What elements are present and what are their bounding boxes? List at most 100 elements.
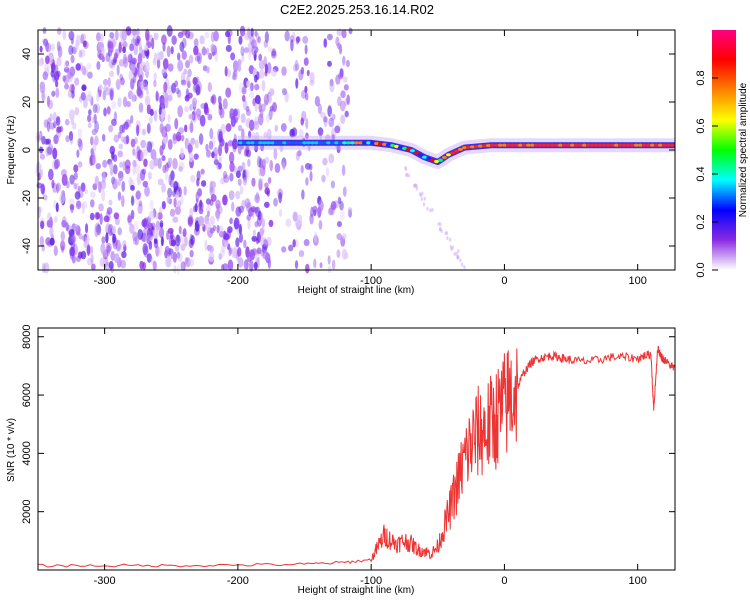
snr-ytick-label: 2000 xyxy=(21,499,33,523)
noise-dot xyxy=(110,55,114,64)
noise-dot xyxy=(180,134,185,142)
noise-dot xyxy=(90,263,96,271)
noise-dot xyxy=(327,255,331,265)
noise-dot xyxy=(72,122,77,130)
noise-dot xyxy=(153,72,157,80)
noise-dot xyxy=(208,251,215,262)
noise-dot xyxy=(98,84,103,91)
noise-dot xyxy=(237,58,242,66)
noise-dot xyxy=(295,36,301,43)
noise-dot xyxy=(91,151,96,160)
signal-band-cell xyxy=(509,143,515,147)
noise-dot xyxy=(263,131,268,139)
noise-dot xyxy=(340,90,346,99)
noise-dot xyxy=(251,235,258,242)
noise-dot xyxy=(207,82,212,93)
noise-dot xyxy=(164,162,170,172)
noise-dot xyxy=(128,176,133,187)
noise-dot xyxy=(254,83,260,91)
noise-dot xyxy=(219,107,225,119)
signal-band-cell xyxy=(605,143,611,147)
noise-dot xyxy=(71,235,77,243)
noise-dot xyxy=(155,245,160,257)
noise-dot xyxy=(101,171,106,184)
signal-band-cell xyxy=(669,143,675,147)
spec-xtick-label: -200 xyxy=(227,275,249,287)
noise-dot xyxy=(201,47,208,56)
noise-dot xyxy=(214,153,218,162)
noise-dot xyxy=(300,117,305,126)
signal-band-cell xyxy=(433,159,439,164)
noise-dot xyxy=(199,114,206,127)
signal-band-cell xyxy=(453,149,459,153)
noise-dot xyxy=(306,69,310,77)
noise-dot xyxy=(169,231,174,240)
noise-dot xyxy=(245,169,250,180)
noise-dot xyxy=(243,47,250,54)
noise-dot xyxy=(211,151,215,159)
noise-dot xyxy=(431,207,434,212)
noise-dot xyxy=(152,260,157,272)
noise-dot xyxy=(208,140,214,151)
noise-dot xyxy=(99,33,104,42)
spec-ytick-label: 0 xyxy=(21,147,33,153)
noise-dot xyxy=(44,55,50,65)
noise-dot xyxy=(463,265,466,270)
noise-dot xyxy=(240,46,245,56)
noise-dot xyxy=(122,240,127,248)
noise-dot xyxy=(162,136,168,144)
signal-band-cell xyxy=(497,143,503,147)
noise-dot xyxy=(130,184,135,191)
noise-dot xyxy=(231,201,235,212)
noise-dot xyxy=(216,224,220,234)
signal-band-cell xyxy=(597,143,603,147)
noise-dot xyxy=(94,175,100,186)
noise-dot xyxy=(109,145,116,155)
noise-dot xyxy=(188,123,194,131)
signal-band-cell xyxy=(290,141,296,145)
noise-dot xyxy=(161,183,166,193)
noise-dot xyxy=(252,68,257,76)
noise-dot xyxy=(113,134,120,143)
signal-band-cell xyxy=(310,141,316,145)
noise-dot xyxy=(146,141,153,153)
noise-dot xyxy=(423,196,426,201)
noise-dot xyxy=(207,113,213,121)
noise-dot xyxy=(118,59,125,67)
noise-dot xyxy=(143,82,148,91)
noise-dot xyxy=(326,33,333,41)
noise-dot xyxy=(103,215,110,223)
noise-dot xyxy=(99,213,103,225)
noise-dot xyxy=(336,221,342,228)
noise-dot xyxy=(103,107,107,117)
noise-dot xyxy=(49,216,53,228)
noise-dot xyxy=(261,80,266,92)
noise-dot xyxy=(101,46,105,54)
noise-dot xyxy=(69,133,74,145)
noise-dot xyxy=(73,223,80,232)
noise-dot xyxy=(250,82,254,92)
noise-dot xyxy=(55,80,59,88)
noise-dot xyxy=(254,30,258,37)
noise-dot xyxy=(60,231,65,241)
noise-dot xyxy=(244,198,251,209)
noise-dot xyxy=(121,195,125,208)
noise-dot xyxy=(121,180,126,192)
signal-band-cell xyxy=(306,141,312,145)
noise-dot xyxy=(179,41,185,53)
noise-dot xyxy=(142,243,148,256)
noise-dot xyxy=(249,249,255,261)
signal-band-cell xyxy=(501,143,507,147)
noise-dot xyxy=(166,195,171,204)
noise-dot xyxy=(282,161,286,171)
noise-dot xyxy=(301,189,305,200)
noise-dot xyxy=(39,84,46,94)
noise-dot xyxy=(238,205,244,214)
noise-dot xyxy=(173,180,179,193)
noise-dot xyxy=(238,232,244,243)
noise-dot xyxy=(40,220,45,230)
noise-dot xyxy=(174,244,180,252)
noise-dot xyxy=(267,128,272,141)
noise-dot xyxy=(102,78,109,86)
signal-band-cell xyxy=(385,143,391,147)
